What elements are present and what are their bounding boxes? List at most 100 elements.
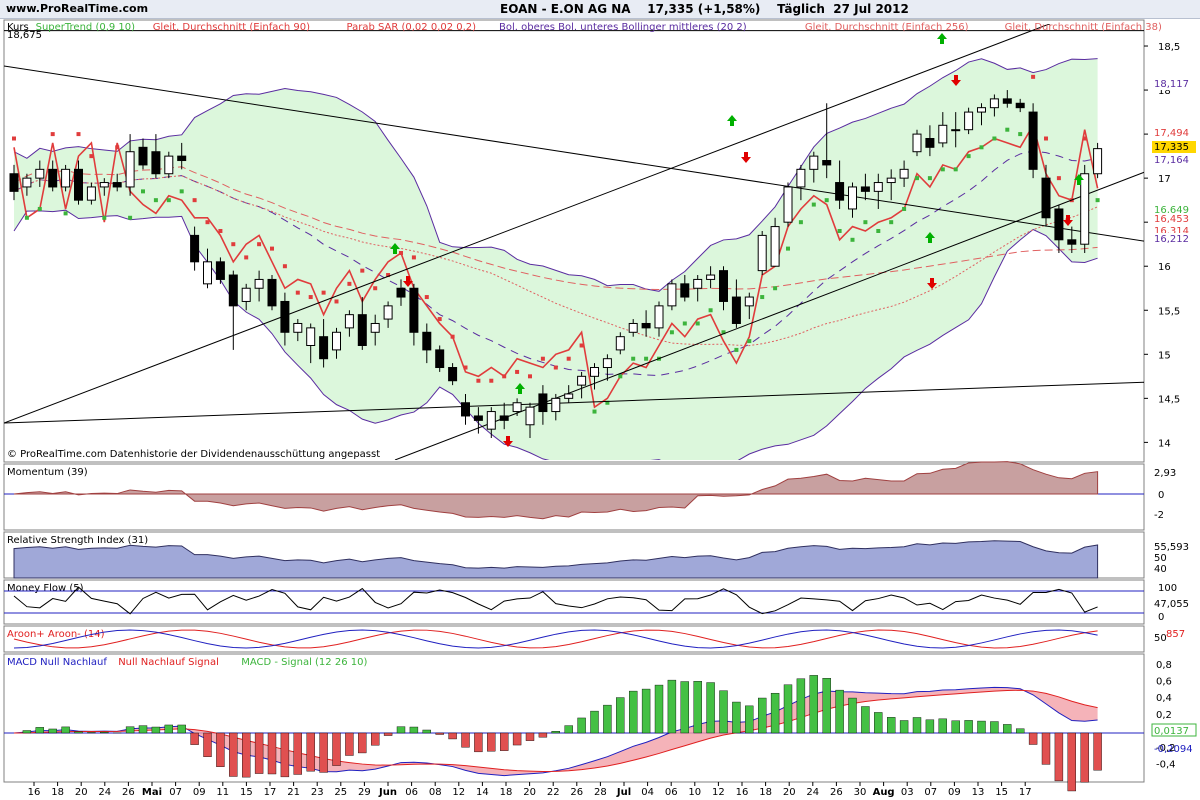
candle-body[interactable] — [641, 322, 651, 329]
candle-body[interactable] — [461, 402, 470, 417]
candle-body[interactable] — [177, 155, 187, 162]
candle-body[interactable] — [1002, 98, 1012, 104]
candle-body[interactable] — [486, 411, 496, 430]
candle-body[interactable] — [448, 367, 458, 382]
macd-histogram-bar — [874, 712, 883, 734]
candle-body[interactable] — [1015, 102, 1025, 109]
x-axis-label: 26 — [570, 787, 583, 798]
site-name[interactable]: www.ProRealTime.com — [6, 2, 149, 15]
macd-histogram-bar — [1080, 732, 1089, 783]
macd-panel[interactable] — [3, 653, 1145, 783]
candle-body[interactable] — [551, 397, 561, 413]
candle-body[interactable] — [383, 305, 393, 320]
candle-body[interactable] — [203, 261, 212, 285]
candle-body[interactable] — [473, 415, 483, 421]
candle-body[interactable] — [796, 168, 806, 188]
candle-body[interactable] — [938, 124, 948, 144]
candle-body[interactable] — [9, 173, 19, 192]
macd-histogram-bar — [629, 690, 638, 734]
candle-body[interactable] — [228, 274, 238, 307]
candle-body[interactable] — [215, 261, 225, 280]
candle-body[interactable] — [306, 327, 316, 346]
candle-body[interactable] — [1041, 177, 1051, 219]
candle-body[interactable] — [693, 278, 703, 289]
candle-body[interactable] — [770, 226, 780, 267]
candle-body[interactable] — [409, 287, 419, 333]
candle-body[interactable] — [241, 287, 251, 302]
candle-body[interactable] — [151, 151, 161, 175]
candle-body[interactable] — [1080, 173, 1090, 245]
candle-body[interactable] — [989, 98, 999, 109]
candle-body[interactable] — [602, 358, 612, 369]
macd-histogram-bar — [48, 728, 57, 734]
candle-body[interactable] — [848, 186, 857, 210]
candle-body[interactable] — [706, 274, 716, 280]
candle-body[interactable] — [577, 375, 587, 386]
candle-body[interactable] — [912, 133, 922, 153]
macd-histogram-bar — [396, 726, 406, 734]
candle-body[interactable] — [86, 186, 96, 201]
candle-body[interactable] — [357, 314, 367, 346]
candle-body[interactable] — [809, 155, 819, 170]
candle-body[interactable] — [499, 415, 509, 421]
candle-body[interactable] — [190, 234, 200, 263]
candle-body[interactable] — [319, 336, 329, 360]
candle-body[interactable] — [886, 177, 896, 184]
candle-body[interactable] — [422, 331, 432, 351]
candle-body[interactable] — [112, 182, 122, 188]
candle-body[interactable] — [332, 331, 341, 351]
candle-body[interactable] — [757, 234, 767, 272]
sar-dot — [953, 167, 958, 172]
candle-body[interactable] — [48, 168, 58, 188]
candle-body[interactable] — [99, 182, 109, 188]
candle-body[interactable] — [654, 305, 664, 329]
candle-body[interactable] — [164, 155, 174, 175]
macd-histogram-bar — [912, 717, 922, 734]
candle-body[interactable] — [512, 402, 522, 413]
candle-body[interactable] — [22, 177, 32, 188]
candle-body[interactable] — [783, 186, 793, 223]
candle-body[interactable] — [125, 151, 135, 188]
candle-body[interactable] — [370, 322, 380, 333]
candle-body[interactable] — [860, 186, 870, 192]
money-flow-panel[interactable] — [3, 579, 1145, 625]
candle-body[interactable] — [680, 283, 690, 298]
candle-body[interactable] — [254, 278, 264, 289]
candle-body[interactable] — [744, 296, 754, 307]
sar-dot — [876, 228, 881, 233]
candle-body[interactable] — [564, 393, 574, 399]
candle-body[interactable] — [615, 336, 625, 351]
candle-body[interactable] — [628, 322, 638, 333]
rsi-tick: 40 — [1154, 564, 1167, 575]
candle-body[interactable] — [280, 300, 290, 333]
aroon-panel[interactable] — [3, 625, 1145, 653]
candle-body[interactable] — [1054, 208, 1064, 241]
candle-body[interactable] — [925, 138, 935, 148]
candle-body[interactable] — [396, 287, 406, 298]
candle-body[interactable] — [822, 160, 832, 166]
candle-body[interactable] — [1028, 111, 1038, 170]
candle-body[interactable] — [899, 168, 909, 179]
candle-body[interactable] — [719, 270, 728, 302]
candle-body[interactable] — [293, 322, 303, 333]
candle-body[interactable] — [590, 367, 599, 377]
candle-body[interactable] — [35, 168, 45, 179]
candle-body[interactable] — [61, 168, 71, 188]
candle-body[interactable] — [267, 278, 277, 307]
candle-body[interactable] — [1067, 239, 1077, 245]
candle-body[interactable] — [538, 393, 548, 413]
candle-body[interactable] — [667, 283, 677, 307]
candle-body[interactable] — [873, 182, 883, 192]
candle-body[interactable] — [964, 111, 974, 131]
candle-body[interactable] — [835, 182, 845, 201]
candle-body[interactable] — [731, 296, 741, 324]
candle-body[interactable] — [1093, 148, 1103, 175]
candle-body[interactable] — [435, 349, 445, 369]
candle-body[interactable] — [951, 129, 961, 132]
candle-body[interactable] — [74, 168, 83, 201]
candle-body[interactable] — [344, 314, 354, 329]
candle-body[interactable] — [138, 146, 148, 166]
candle-body[interactable] — [977, 107, 986, 113]
candle-body[interactable] — [525, 406, 535, 426]
